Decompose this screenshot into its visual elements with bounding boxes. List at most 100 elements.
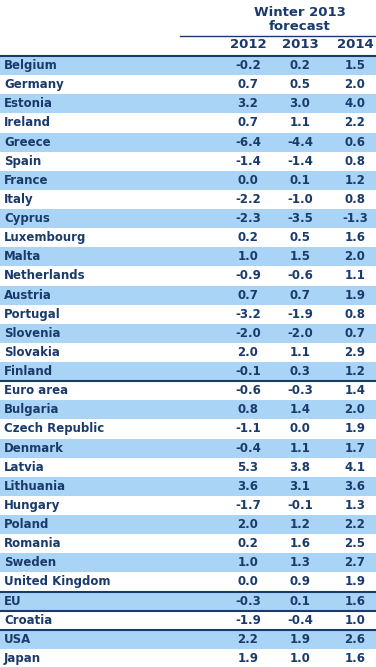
Bar [0, 381, 376, 400]
Text: Euro area: Euro area [4, 384, 68, 397]
Text: 3.0: 3.0 [290, 98, 311, 110]
Text: -1.0: -1.0 [287, 193, 313, 206]
Text: -1.3: -1.3 [342, 212, 368, 225]
Text: Luxembourg: Luxembourg [4, 231, 86, 244]
Text: -6.4: -6.4 [235, 136, 261, 148]
Text: Croatia: Croatia [4, 614, 52, 627]
Text: 0.8: 0.8 [344, 155, 365, 168]
Text: 1.1: 1.1 [290, 442, 311, 454]
Text: 0.5: 0.5 [290, 78, 311, 92]
Bar [0, 458, 376, 477]
Bar [0, 190, 376, 209]
Text: Germany: Germany [4, 78, 64, 92]
Text: 0.8: 0.8 [238, 403, 259, 416]
Text: 1.7: 1.7 [344, 442, 365, 454]
Text: -1.1: -1.1 [235, 422, 261, 436]
Bar [0, 152, 376, 171]
Text: 1.1: 1.1 [290, 116, 311, 130]
Text: 1.4: 1.4 [344, 384, 365, 397]
Text: Cyprus: Cyprus [4, 212, 50, 225]
Text: Lithuania: Lithuania [4, 480, 66, 493]
Text: Finland: Finland [4, 365, 53, 378]
Bar [0, 420, 376, 438]
Text: -1.4: -1.4 [287, 155, 313, 168]
Text: 2014: 2014 [337, 38, 373, 51]
Text: 1.9: 1.9 [344, 422, 365, 436]
Text: Slovenia: Slovenia [4, 327, 61, 340]
Text: 1.3: 1.3 [344, 499, 365, 512]
Text: 0.8: 0.8 [344, 193, 365, 206]
Bar [0, 56, 376, 75]
Text: 1.1: 1.1 [344, 269, 365, 283]
Text: 0.9: 0.9 [290, 575, 311, 589]
Text: -0.3: -0.3 [235, 595, 261, 608]
Text: 0.0: 0.0 [238, 575, 258, 589]
Bar [0, 114, 376, 132]
Bar [0, 305, 376, 324]
Text: 1.6: 1.6 [344, 595, 365, 608]
Text: 2.0: 2.0 [344, 78, 365, 92]
Bar [0, 343, 376, 362]
Text: 0.6: 0.6 [344, 136, 365, 148]
Bar [0, 534, 376, 553]
Text: Greece: Greece [4, 136, 51, 148]
Text: Denmark: Denmark [4, 442, 64, 454]
Text: 1.6: 1.6 [290, 537, 311, 550]
Text: Latvia: Latvia [4, 461, 45, 474]
Bar [0, 591, 376, 611]
Bar [0, 400, 376, 420]
Text: Austria: Austria [4, 289, 52, 301]
Text: 0.2: 0.2 [238, 537, 258, 550]
Text: -0.6: -0.6 [287, 269, 313, 283]
Text: Netherlands: Netherlands [4, 269, 86, 283]
Text: 1.9: 1.9 [344, 575, 365, 589]
Text: 0.7: 0.7 [344, 327, 365, 340]
Text: 2.2: 2.2 [344, 116, 365, 130]
Bar [0, 649, 376, 668]
Text: -3.5: -3.5 [287, 212, 313, 225]
Text: 1.0: 1.0 [238, 556, 258, 569]
Text: 3.6: 3.6 [238, 480, 259, 493]
Text: 5.3: 5.3 [238, 461, 259, 474]
Text: 1.0: 1.0 [344, 614, 365, 627]
Bar [0, 285, 376, 305]
Text: 2.0: 2.0 [238, 346, 258, 359]
Text: Estonia: Estonia [4, 98, 53, 110]
Bar [0, 94, 376, 114]
Text: 1.3: 1.3 [290, 556, 311, 569]
Text: 3.1: 3.1 [290, 480, 311, 493]
Text: 2.0: 2.0 [344, 403, 365, 416]
Bar [0, 438, 376, 458]
Bar [0, 496, 376, 515]
Bar [0, 209, 376, 228]
Bar [0, 132, 376, 152]
Text: -4.4: -4.4 [287, 136, 313, 148]
Text: Poland: Poland [4, 518, 49, 531]
Text: 1.4: 1.4 [290, 403, 311, 416]
Text: -2.2: -2.2 [235, 193, 261, 206]
Text: Italy: Italy [4, 193, 33, 206]
Bar [0, 553, 376, 572]
Text: -2.0: -2.0 [287, 327, 313, 340]
Text: 2.7: 2.7 [344, 556, 365, 569]
Text: Winter 2013: Winter 2013 [254, 6, 346, 19]
Text: France: France [4, 174, 49, 187]
Text: 0.7: 0.7 [290, 289, 311, 301]
Text: 2.9: 2.9 [344, 346, 365, 359]
Text: Czech Republic: Czech Republic [4, 422, 104, 436]
Text: 1.6: 1.6 [344, 231, 365, 244]
Text: -1.9: -1.9 [235, 614, 261, 627]
Text: -2.3: -2.3 [235, 212, 261, 225]
Text: -0.2: -0.2 [235, 59, 261, 72]
Bar [0, 171, 376, 190]
Bar [0, 247, 376, 267]
Bar [0, 611, 376, 630]
Text: 0.2: 0.2 [290, 59, 311, 72]
Text: forecast: forecast [269, 20, 331, 33]
Bar [0, 630, 376, 649]
Text: -0.4: -0.4 [287, 614, 313, 627]
Text: Malta: Malta [4, 250, 41, 263]
Text: 1.5: 1.5 [344, 59, 365, 72]
Text: 3.2: 3.2 [238, 98, 258, 110]
Text: Portugal: Portugal [4, 308, 61, 321]
